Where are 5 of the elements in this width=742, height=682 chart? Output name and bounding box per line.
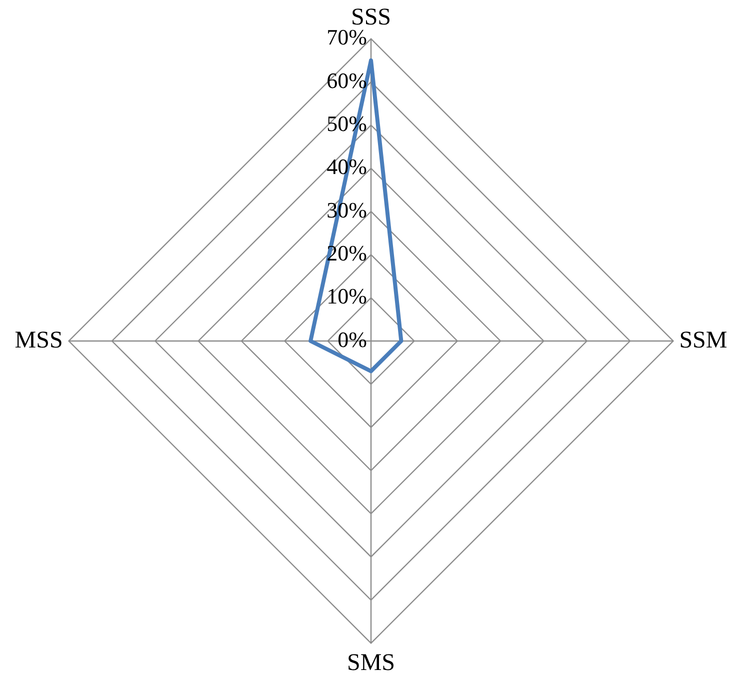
y-tick-label: 0%: [338, 326, 367, 352]
spoke-label: MSS: [14, 327, 63, 354]
spoke-label: SSM: [679, 327, 728, 354]
spoke-label: SMS: [346, 650, 396, 676]
y-tick-label: 10%: [326, 284, 367, 309]
